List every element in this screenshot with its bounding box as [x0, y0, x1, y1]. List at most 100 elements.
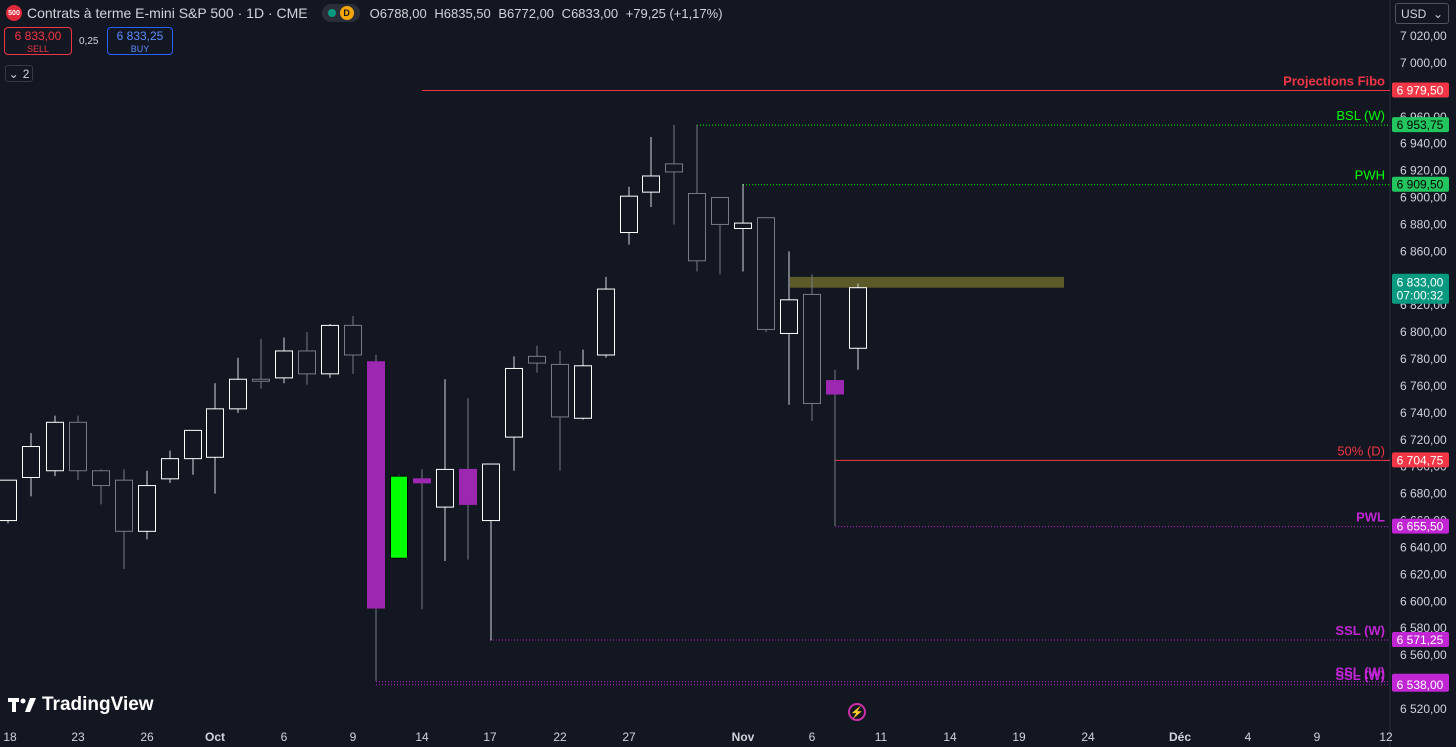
level-price-value: 6 979,50	[1397, 84, 1444, 98]
candle-body	[597, 288, 615, 356]
candle	[390, 474, 408, 559]
candle	[46, 415, 64, 477]
candle	[711, 197, 729, 275]
x-tick-label: 19	[1012, 730, 1026, 744]
candle	[321, 324, 339, 378]
indicators-count: 2	[22, 66, 30, 81]
candle-body	[574, 365, 592, 419]
candle	[849, 283, 867, 370]
market-open-icon	[327, 9, 336, 17]
candle-body	[413, 478, 431, 484]
candle	[597, 276, 615, 358]
candle-body	[459, 468, 477, 505]
last-price-value: 6 833,00	[1397, 276, 1444, 290]
x-tick-label: 17	[483, 730, 497, 744]
candle	[344, 315, 362, 374]
candle-body	[46, 421, 64, 472]
y-tick-label: 6 620,00	[1400, 567, 1447, 581]
candle	[92, 469, 110, 505]
level-price-tag	[1392, 117, 1449, 133]
buy-button[interactable]: 6 833,25 BUY	[107, 27, 173, 55]
candle-body	[69, 421, 87, 472]
lightning-icon[interactable]: ⚡	[848, 703, 866, 721]
candle-body	[803, 293, 821, 404]
delayed-data-badge: D	[339, 6, 354, 20]
candle	[665, 124, 683, 225]
candle-body	[367, 361, 385, 609]
change-value: +79,25 (+1,17%)	[625, 5, 723, 21]
y-tick-label: 6 560,00	[1400, 648, 1447, 662]
x-tick-label: 9	[350, 730, 357, 744]
x-tick-label: 14	[943, 730, 957, 744]
candle-body	[528, 355, 546, 364]
x-tick-label: 6	[281, 730, 288, 744]
x-tick-label: Nov	[732, 730, 755, 744]
candle-body	[780, 299, 798, 334]
candle	[459, 398, 477, 560]
candle	[298, 332, 316, 385]
candle-body	[275, 350, 293, 379]
candle-body	[620, 195, 638, 234]
level-label: Projections Fibo	[1283, 74, 1385, 89]
high-label: H	[434, 5, 444, 21]
x-tick-label: 24	[1081, 730, 1095, 744]
tradingview-logo[interactable]: TradingView	[8, 694, 154, 716]
x-tick-label: Déc	[1169, 730, 1191, 744]
y-tick-label: 6 680,00	[1400, 487, 1447, 501]
level-price-value: 6 704,75	[1397, 453, 1444, 467]
candle-body	[757, 217, 775, 330]
level-price-tag	[1392, 176, 1449, 192]
candle-body	[826, 380, 844, 395]
symbol-title[interactable]: Contrats à terme E-mini S&P 500 · 1D · C…	[27, 5, 308, 21]
tradingview-logo-icon	[8, 698, 36, 712]
level-price-value: 6 953,75	[1397, 118, 1444, 132]
candle-body	[184, 429, 202, 460]
currency-select[interactable]: USD ⌄	[1395, 3, 1449, 24]
candle	[367, 355, 385, 681]
candle-body	[298, 350, 316, 375]
y-tick-label: 6 860,00	[1400, 244, 1447, 258]
candle	[826, 369, 844, 526]
candle	[780, 251, 798, 405]
highlight-zone	[790, 276, 1064, 288]
candle	[206, 383, 224, 494]
y-tick-label: 6 520,00	[1400, 702, 1447, 716]
spread-value: 0,25	[79, 36, 99, 47]
x-tick-label: 27	[622, 730, 636, 744]
symbol-logo-icon: 500	[6, 5, 22, 21]
candle-body	[321, 324, 339, 375]
x-tick-label: 14	[415, 730, 429, 744]
ohlc-values: O6788,00 H6835,50 B6772,00 C6833,00 +79,…	[370, 6, 727, 21]
candle	[413, 469, 431, 610]
candle-body	[115, 479, 133, 532]
level-price-tag	[1392, 82, 1449, 98]
candle	[275, 337, 293, 384]
level-price-tag	[1392, 676, 1449, 692]
candle	[22, 433, 40, 497]
indicators-toggle[interactable]: ⌄ 2	[5, 65, 33, 82]
candle	[803, 274, 821, 421]
buy-label: BUY	[130, 44, 150, 54]
candle	[436, 379, 454, 561]
close-label: C	[561, 5, 572, 21]
sell-button[interactable]: 6 833,00 SELL	[4, 27, 72, 55]
brand-name: TradingView	[42, 694, 154, 715]
level-label: 50% (D)	[1337, 443, 1385, 458]
x-tick-label: 11	[875, 730, 888, 744]
candle	[69, 415, 87, 481]
market-status[interactable]: D	[321, 4, 360, 22]
level-label: PWL	[1356, 510, 1385, 525]
last-price-tag	[1392, 273, 1449, 304]
candle-body	[252, 378, 270, 382]
close-value: 6833,00	[571, 5, 619, 21]
candle-body	[229, 378, 247, 410]
candle	[688, 124, 706, 272]
candle	[252, 338, 270, 389]
x-tick-label: 26	[140, 730, 154, 744]
buy-price: 6 833,25	[116, 29, 164, 43]
level-label: SSL (W)	[1335, 623, 1385, 638]
candle-body	[688, 192, 706, 262]
candle	[574, 349, 592, 420]
chevron-down-icon: ⌄	[8, 66, 19, 81]
